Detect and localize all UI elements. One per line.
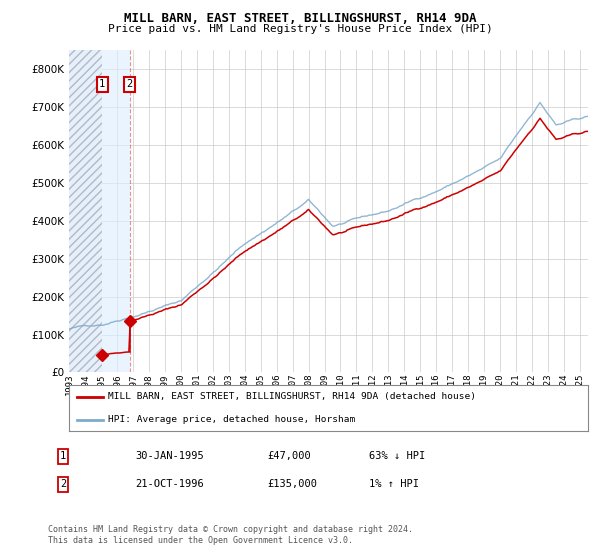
Text: MILL BARN, EAST STREET, BILLINGSHURST, RH14 9DA (detached house): MILL BARN, EAST STREET, BILLINGSHURST, R… bbox=[108, 392, 476, 402]
Text: 2: 2 bbox=[60, 479, 66, 489]
Bar bbox=[102, 50, 130, 372]
Text: 21-OCT-1996: 21-OCT-1996 bbox=[135, 479, 204, 489]
Text: Price paid vs. HM Land Registry's House Price Index (HPI): Price paid vs. HM Land Registry's House … bbox=[107, 24, 493, 34]
Text: HPI: Average price, detached house, Horsham: HPI: Average price, detached house, Hors… bbox=[108, 415, 355, 424]
Text: £135,000: £135,000 bbox=[267, 479, 317, 489]
Text: 1: 1 bbox=[60, 451, 66, 461]
Text: 63% ↓ HPI: 63% ↓ HPI bbox=[369, 451, 425, 461]
Text: 1% ↑ HPI: 1% ↑ HPI bbox=[369, 479, 419, 489]
Text: Contains HM Land Registry data © Crown copyright and database right 2024.
This d: Contains HM Land Registry data © Crown c… bbox=[48, 525, 413, 545]
Text: 1: 1 bbox=[99, 79, 106, 89]
Bar bbox=[69, 50, 102, 372]
Text: £47,000: £47,000 bbox=[267, 451, 311, 461]
Text: 30-JAN-1995: 30-JAN-1995 bbox=[135, 451, 204, 461]
Text: MILL BARN, EAST STREET, BILLINGSHURST, RH14 9DA: MILL BARN, EAST STREET, BILLINGSHURST, R… bbox=[124, 12, 476, 25]
Text: 2: 2 bbox=[127, 79, 133, 89]
